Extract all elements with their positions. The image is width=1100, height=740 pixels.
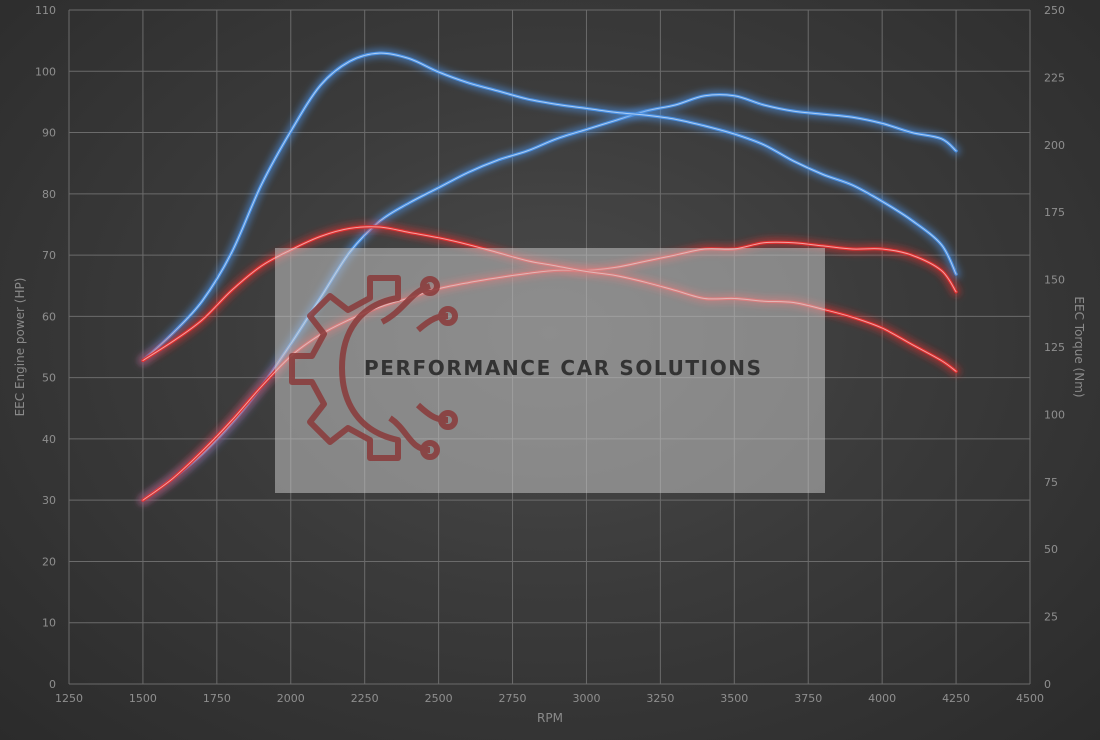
y-tick-label-right: 150	[1044, 274, 1065, 287]
axis-ticks: 1250 1500 1750 2000 2250 2500 2750 3000 3250 3500…	[35, 4, 1065, 705]
x-tick-label: 1250	[55, 692, 83, 705]
watermark-text: PERFORMANCE CAR SOLUTIONS	[364, 356, 763, 380]
watermark: PERFORMANCE CAR SOLUTIONS	[275, 248, 825, 493]
y-axis-title-left: EEC Engine power (HP)	[13, 278, 27, 417]
x-tick-label: 1500	[129, 692, 157, 705]
y-tick-label-right: 75	[1044, 476, 1058, 489]
x-axis-title: RPM	[537, 711, 563, 725]
y-tick-label-right: 25	[1044, 611, 1058, 624]
x-tick-label: 2500	[425, 692, 453, 705]
y-tick-label-left: 60	[42, 310, 56, 323]
gear-circuit-logo	[289, 275, 458, 461]
x-tick-label: 3500	[720, 692, 748, 705]
y-tick-label-left: 30	[42, 494, 56, 507]
y-tick-label-left: 0	[49, 678, 56, 691]
x-tick-label: 1750	[203, 692, 231, 705]
y-axis-title-right: EEC Torque (Nm)	[1072, 296, 1086, 397]
x-tick-label: 2250	[351, 692, 379, 705]
y-tick-label-right: 100	[1044, 408, 1065, 421]
y-tick-label-left: 100	[35, 65, 56, 78]
y-tick-label-left: 10	[42, 617, 56, 630]
x-tick-label: 4500	[1016, 692, 1044, 705]
y-tick-label-left: 40	[42, 433, 56, 446]
x-tick-label: 3250	[646, 692, 674, 705]
x-tick-label: 4250	[942, 692, 970, 705]
y-tick-label-right: 125	[1044, 341, 1065, 354]
x-tick-label: 3750	[794, 692, 822, 705]
y-tick-label-left: 110	[35, 4, 56, 17]
y-tick-label-left: 50	[42, 372, 56, 385]
x-tick-label: 2750	[499, 692, 527, 705]
y-tick-label-right: 225	[1044, 71, 1065, 84]
series-line-2	[138, 48, 961, 365]
y-tick-label-left: 80	[42, 188, 56, 201]
y-tick-label-left: 90	[42, 127, 56, 140]
y-tick-label-right: 50	[1044, 543, 1058, 556]
y-tick-label-right: 0	[1044, 678, 1051, 691]
y-tick-label-right: 250	[1044, 4, 1065, 17]
y-tick-label-right: 200	[1044, 139, 1065, 152]
x-tick-label: 2000	[277, 692, 305, 705]
x-tick-label: 4000	[868, 692, 896, 705]
watermark-box	[275, 248, 825, 493]
y-tick-label-right: 175	[1044, 206, 1065, 219]
y-tick-label-left: 70	[42, 249, 56, 262]
y-tick-label-left: 20	[42, 555, 56, 568]
x-tick-label: 3000	[572, 692, 600, 705]
